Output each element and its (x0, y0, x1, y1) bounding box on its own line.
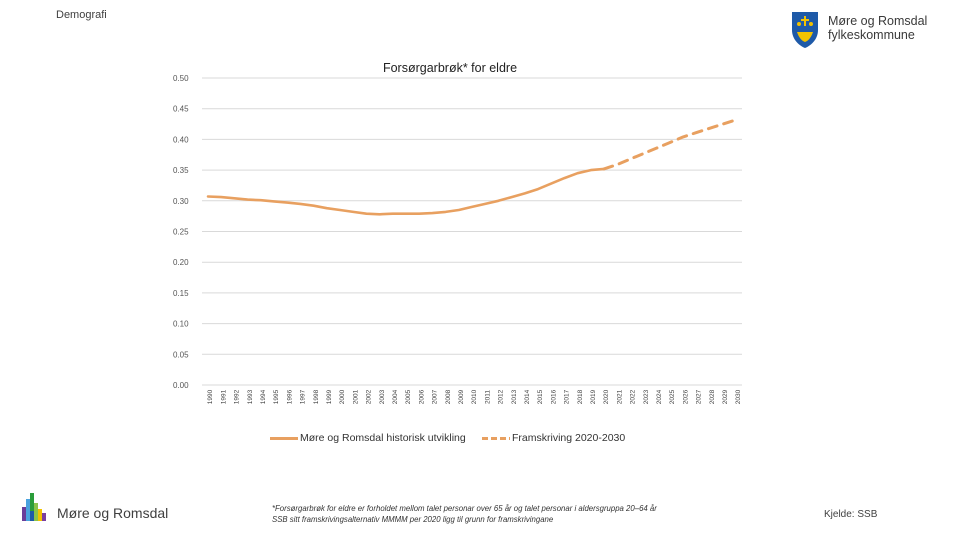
x-tick-label: 2012 (498, 389, 505, 404)
x-tick-label: 2015 (537, 389, 544, 404)
x-tick-label: 2019 (590, 389, 597, 404)
x-tick-label: 2001 (352, 389, 359, 404)
legend-label-historical: Møre og Romsdal historisk utvikling (300, 432, 466, 444)
x-tick-label: 1998 (313, 389, 320, 404)
x-tick-label: 2029 (722, 389, 729, 404)
x-tick-label: 2011 (484, 390, 491, 404)
x-tick-label: 2024 (656, 389, 663, 404)
y-tick-label: 0.50 (173, 74, 189, 83)
y-tick-label: 0.20 (173, 258, 189, 267)
x-tick-label: 2018 (577, 389, 584, 404)
x-tick-label: 1991 (220, 389, 227, 404)
x-tick-label: 1995 (273, 389, 280, 404)
x-tick-label: 2016 (550, 389, 557, 404)
legend-swatch-dashed (482, 436, 510, 440)
y-tick-label: 0.35 (173, 166, 189, 175)
x-tick-label: 2007 (432, 389, 439, 404)
x-tick-label: 2020 (603, 389, 610, 404)
x-tick-label: 1996 (286, 389, 293, 404)
x-tick-label: 1999 (326, 389, 333, 404)
section-label: Demografi (56, 9, 107, 21)
x-tick-label: 1990 (207, 389, 214, 404)
y-tick-label: 0.00 (173, 381, 189, 390)
y-tick-label: 0.30 (173, 197, 189, 206)
y-tick-label: 0.40 (173, 135, 189, 144)
x-tick-label: 2009 (458, 389, 465, 404)
x-tick-label: 2005 (405, 389, 412, 404)
x-tick-label: 2017 (564, 389, 571, 404)
x-tick-label: 2003 (379, 389, 386, 404)
y-tick-label: 0.10 (173, 320, 189, 329)
footer-org-name: Møre og Romsdal (57, 505, 169, 521)
x-tick-label: 2028 (709, 389, 716, 404)
legend-label-projection: Framskriving 2020-2030 (512, 432, 626, 444)
legend-item-projection: Framskriving 2020-2030 (482, 432, 625, 444)
y-tick-label: 0.05 (173, 350, 189, 359)
x-tick-label: 2021 (616, 389, 623, 404)
x-axis-ticks: 1990 1991 1992 1993 1994 1995 1996 1997 1998 1999… (207, 389, 742, 404)
x-tick-label: 2027 (696, 389, 703, 404)
legend-item-historical: Møre og Romsdal historisk utvikling (270, 432, 466, 444)
series-line-historical (206, 167, 606, 216)
logo-name-line2: fylkeskommune (828, 28, 915, 42)
footnote-line2: SSB sitt framskrivingsalternativ MMMM pe… (272, 515, 554, 524)
county-logo: Møre og Romsdal fylkeskommune (790, 10, 930, 56)
y-tick-label: 0.45 (173, 105, 189, 114)
x-tick-label: 2014 (524, 389, 531, 404)
x-tick-label: 2022 (630, 389, 637, 404)
y-axis-ticks: 0.00 0.05 0.10 0.15 0.20 0.25 0.30 0.35 0.40 0.45… (173, 74, 189, 390)
grid-layer (202, 77, 742, 386)
chart-title: Forsørgarbrøk* for eldre (382, 61, 518, 75)
x-tick-label: 1994 (260, 389, 267, 404)
x-tick-label: 2023 (643, 389, 650, 404)
footnote: *Forsørgarbrøk for eldre er forholdet me… (272, 503, 792, 525)
x-tick-label: 2013 (511, 389, 518, 404)
x-tick-label: 2000 (339, 389, 346, 404)
x-tick-label: 1993 (247, 389, 254, 404)
logo-name-line1: Møre og Romsdal (828, 14, 928, 28)
x-tick-label: 1992 (234, 389, 241, 404)
footer-logo-icon (22, 493, 46, 521)
x-tick-label: 2006 (418, 389, 425, 404)
x-tick-label: 2002 (366, 389, 373, 404)
footnote-line1: *Forsørgarbrøk for eldre er forholdet me… (272, 504, 657, 513)
x-tick-label: 2030 (735, 389, 742, 404)
x-tick-label: 2010 (471, 389, 478, 404)
coat-of-arms-icon (792, 12, 818, 48)
series-layer (206, 118, 738, 216)
legend-swatch-solid (270, 436, 298, 440)
x-tick-label: 2008 (445, 389, 452, 404)
x-tick-label: 2025 (669, 389, 676, 404)
series-line-projection (602, 118, 738, 171)
source-label: Kjelde: SSB (824, 509, 878, 520)
x-tick-label: 1997 (300, 389, 307, 404)
y-tick-label: 0.25 (173, 228, 189, 237)
y-tick-label: 0.15 (173, 289, 189, 298)
x-tick-label: 2026 (682, 389, 689, 404)
x-tick-label: 2004 (392, 389, 399, 404)
